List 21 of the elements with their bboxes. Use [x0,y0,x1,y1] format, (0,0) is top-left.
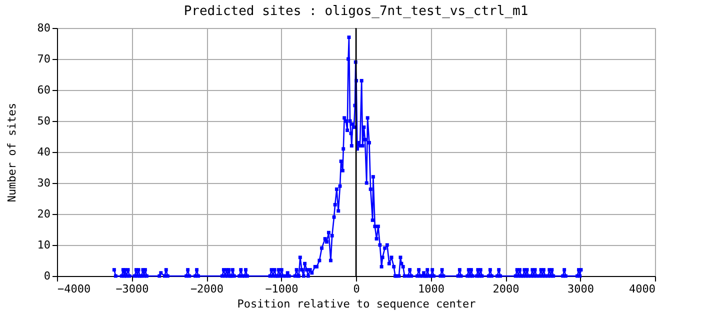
y-tick-label: 0 [44,270,50,282]
y-tick-label: 20 [37,208,50,220]
x-tick-label: 2000 [492,282,520,296]
y-tick-label: 50 [37,114,50,128]
y-tick-label: 30 [37,176,50,190]
x-tick-label: −3000 [116,282,149,296]
x-tick-label: −1000 [265,282,298,296]
x-tick-label: −4000 [58,282,91,296]
y-tick-label: 40 [37,146,50,158]
y-axis-title: Number of sites [5,102,18,202]
x-axis-title: Position relative to sequence center [237,298,476,310]
y-tick-label: 60 [37,84,50,96]
y-tick-label: 10 [37,238,50,252]
y-tick-label: 70 [37,52,50,66]
chart-title: Predicted sites : oligos_7nt_test_vs_ctrl_m1 [184,4,528,19]
y-tick-label: 80 [37,22,50,34]
x-tick-label: 1000 [418,282,444,296]
x-tick-label: 3000 [568,282,594,296]
x-tick-label: −2000 [190,282,224,296]
x-tick-label: 4000 [629,282,656,296]
x-tick-label: 0 [353,282,360,296]
